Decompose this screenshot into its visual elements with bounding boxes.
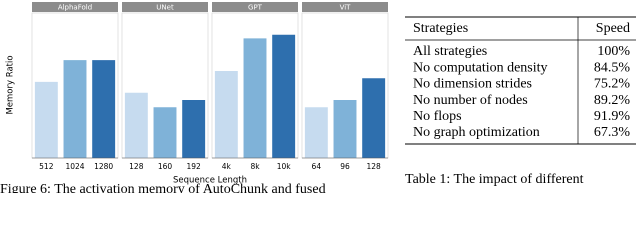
table-cell: 67.3%	[594, 125, 631, 140]
x-tick-label: 192	[187, 162, 202, 171]
bar	[63, 60, 87, 158]
panel-header	[212, 2, 298, 12]
table-cell: No dimension strides	[413, 77, 532, 92]
bar	[182, 100, 206, 158]
x-tick-label: 4k	[222, 162, 232, 171]
x-tick-label: 96	[340, 162, 350, 171]
bar	[304, 107, 328, 158]
panel-title: UNet	[156, 4, 174, 12]
figure-caption: Figure 6: The activation memory of AutoC…	[0, 182, 326, 193]
x-tick-label: 10k	[277, 162, 292, 171]
panel-title: GPT	[248, 4, 263, 12]
x-tick-label: 512	[39, 162, 54, 171]
table-cell: 89.2%	[594, 93, 631, 108]
panel-title: AlphaFold	[58, 4, 92, 12]
table-cell: 84.5%	[594, 60, 631, 75]
page: Memory Ratio Sequence Length Figure 6: T…	[0, 2, 636, 193]
x-tick-label: 160	[158, 162, 173, 171]
x-tick-label: 128	[129, 162, 144, 171]
table-cell: No flops	[413, 109, 462, 124]
bar	[333, 100, 357, 158]
bar	[243, 38, 267, 158]
bar	[362, 78, 386, 158]
panel-title: ViT	[340, 4, 352, 12]
bar	[153, 107, 177, 158]
table-cell: All strategies	[413, 44, 487, 59]
table-cell: No graph optimization	[413, 125, 540, 140]
x-tick-label: 1280	[94, 162, 113, 171]
x-tick-label: 128	[367, 162, 382, 171]
table-cell: No computation density	[413, 60, 548, 75]
x-tick-label: 1024	[65, 162, 84, 171]
x-tick-label: 64	[312, 162, 322, 171]
bar	[214, 71, 238, 158]
bar	[34, 81, 58, 158]
bar	[92, 60, 116, 158]
x-axis-label: Sequence Length	[173, 176, 247, 186]
panel-header	[122, 2, 208, 12]
bar	[124, 92, 148, 158]
table-cell: No number of nodes	[413, 93, 528, 108]
table-cell: 100%	[597, 44, 630, 59]
table-header: Strategies	[413, 21, 468, 36]
table-header: Speed	[596, 21, 630, 36]
table-cell: 75.2%	[594, 77, 631, 92]
table-caption: Table 1: The impact of different	[405, 172, 584, 187]
y-axis-label: Memory Ratio	[6, 55, 16, 114]
x-tick-label: 8k	[250, 162, 260, 171]
panel-header	[302, 2, 388, 12]
table-cell: 91.9%	[594, 109, 631, 124]
panel-header	[32, 2, 118, 12]
bar	[272, 34, 296, 158]
